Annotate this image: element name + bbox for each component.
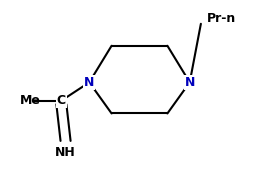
Text: C: C: [57, 94, 66, 107]
Text: Me: Me: [20, 94, 40, 107]
Text: N: N: [184, 76, 195, 89]
Text: Pr-n: Pr-n: [206, 12, 236, 25]
Text: NH: NH: [55, 146, 76, 159]
Text: N: N: [84, 76, 95, 89]
